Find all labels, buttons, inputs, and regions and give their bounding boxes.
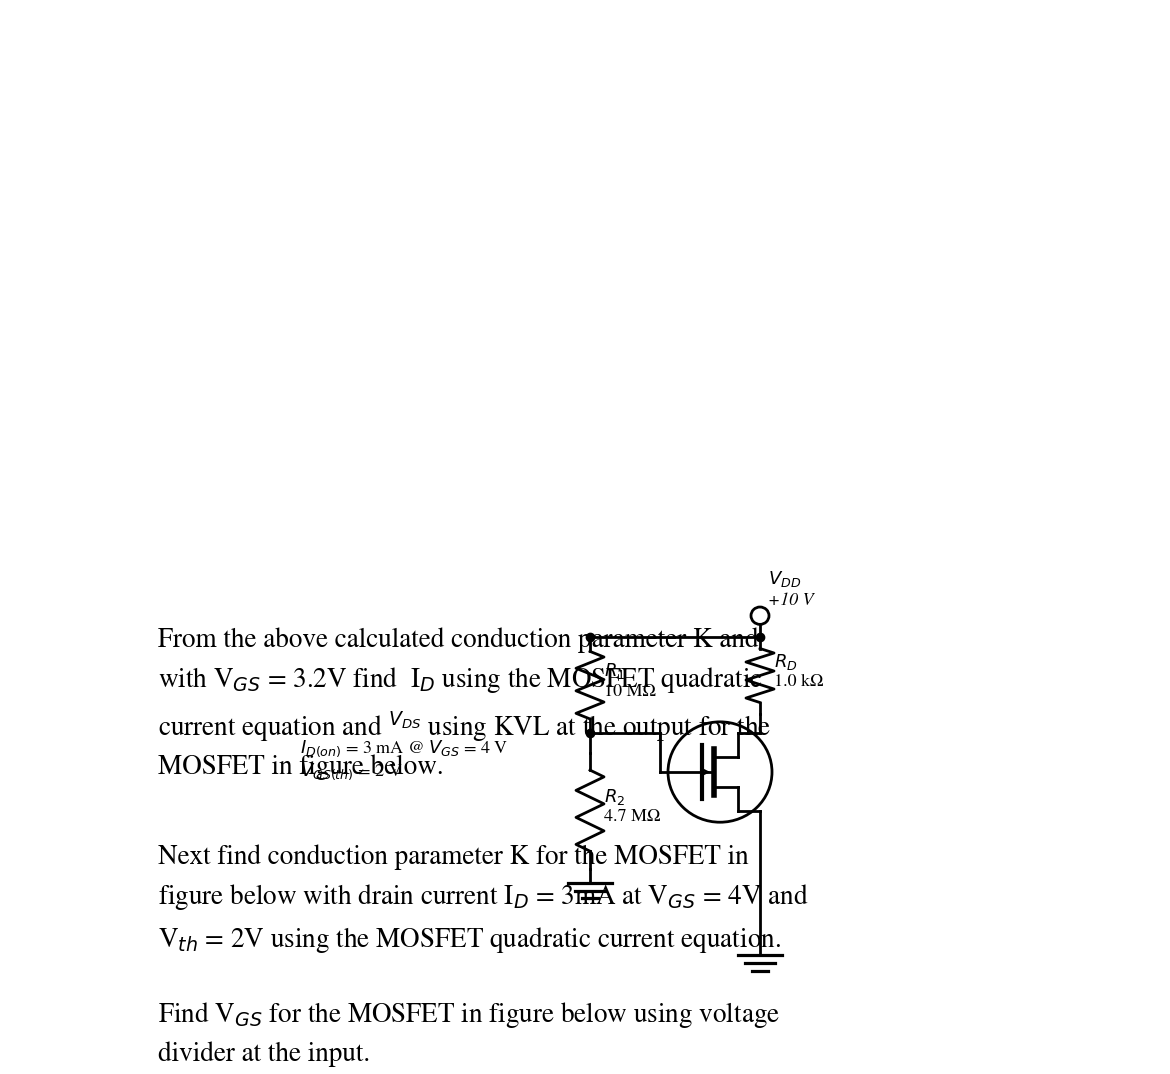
- Text: Find V$_{GS}$ for the MOSFET in figure below using voltage
divider at the input.: Find V$_{GS}$ for the MOSFET in figure b…: [158, 1000, 780, 1066]
- Text: $V_{DD}$
+10 V: $V_{DD}$ +10 V: [768, 569, 813, 609]
- Text: $R_D$
1.0 kΩ: $R_D$ 1.0 kΩ: [775, 652, 824, 690]
- Text: $R_2$
4.7 MΩ: $R_2$ 4.7 MΩ: [604, 786, 660, 825]
- Text: $R_1$
10 MΩ: $R_1$ 10 MΩ: [604, 662, 656, 699]
- Text: From the above calculated conduction parameter K and
with V$_{GS}$ = 3.2V find  : From the above calculated conduction par…: [158, 627, 771, 781]
- Text: Next find conduction parameter K for the MOSFET in
figure below with drain curre: Next find conduction parameter K for the…: [158, 845, 808, 955]
- Text: $I_{D(on)}$ = 3 mA @ $V_{GS}$ = 4 V
$V_{GS(th)}$ = 2 V: $I_{D(on)}$ = 3 mA @ $V_{GS}$ = 4 V $V_{…: [300, 738, 509, 782]
